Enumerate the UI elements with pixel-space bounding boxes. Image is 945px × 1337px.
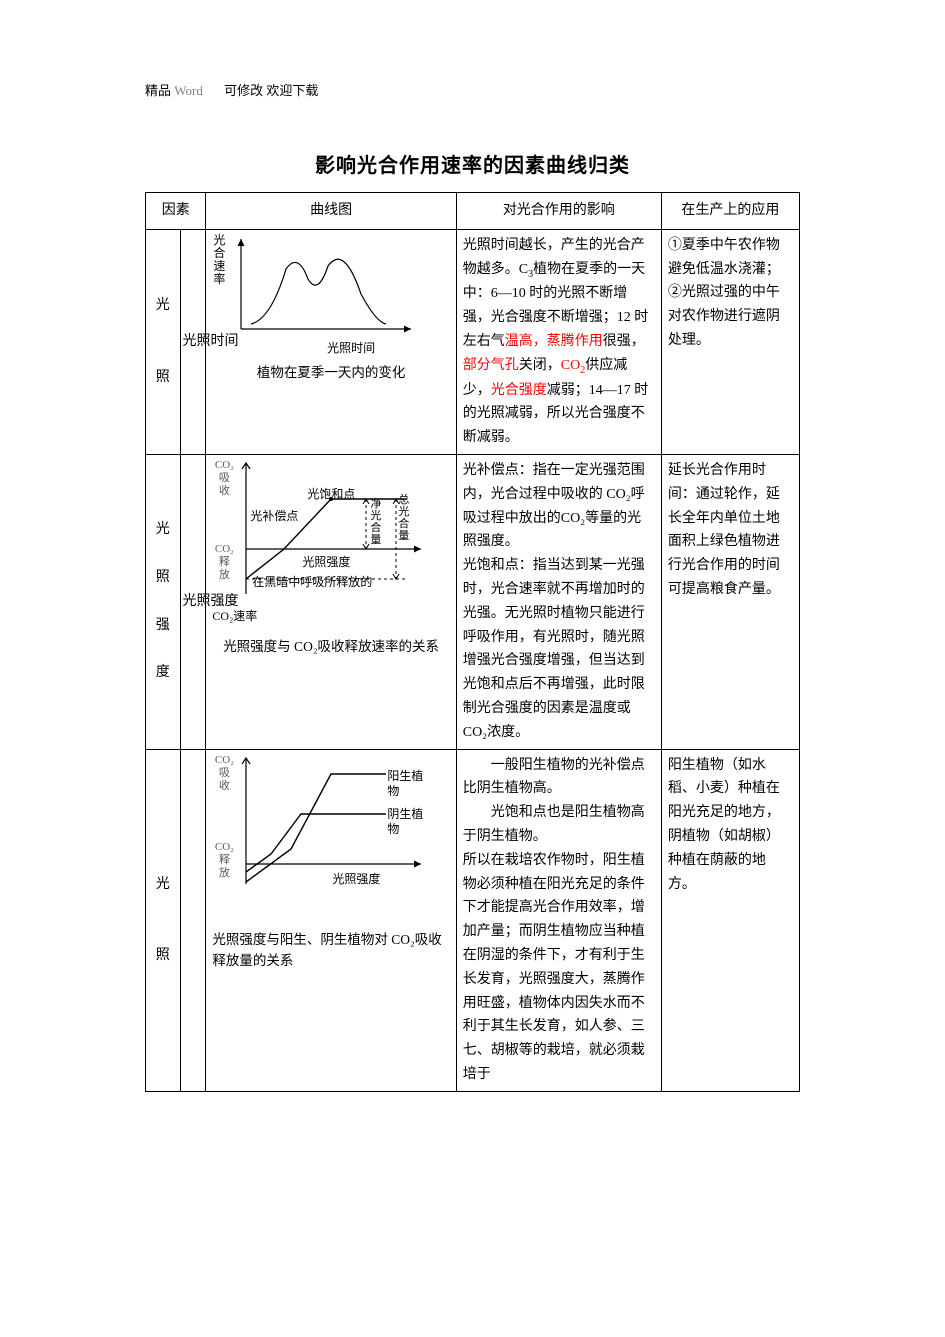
chart2-netlabel: 净光合量 bbox=[370, 498, 382, 546]
chart2-complabel: 光补偿点 bbox=[250, 506, 298, 526]
chart-cell-1: 光合速率 光照时间 植物在夏季一天内的变化 bbox=[206, 229, 456, 454]
chart3-xlabel: 光照强度 bbox=[332, 869, 380, 889]
effect3-p1: 一般阳生植物的光补偿点比阴生植物高。 bbox=[463, 754, 655, 802]
table-header-row: 因素 曲线图 对光合作用的影响 在生产上的应用 bbox=[146, 193, 800, 230]
chart1-ylabel: 光合速率 bbox=[212, 234, 226, 287]
page-title: 影响光合作用速率的因素曲线归类 bbox=[145, 149, 800, 178]
chart3-line2: 阴生植物 bbox=[387, 807, 427, 838]
main-table: 因素 曲线图 对光合作用的影响 在生产上的应用 光 照 光照时间 光合速率 bbox=[145, 192, 800, 1092]
table-row: 光 照 强 度 光照强度 CO₂ 吸 收 CO₂ 释 放 bbox=[146, 454, 800, 749]
factor-main-3: 光 照 bbox=[146, 749, 181, 1091]
chart3-ybot: CO₂ 释 放 bbox=[212, 841, 236, 881]
header-jingpin: 精品 bbox=[145, 83, 171, 98]
effect3-rest: 所以在栽培农作物时，阳生植物必须种植在阳光充足的条件下才能提高光合作用效率，增加… bbox=[463, 849, 655, 1087]
chart2-belowlabel2: CO₂速率 bbox=[212, 606, 449, 626]
doc-header: 精品 Word 可修改 欢迎下载 bbox=[145, 80, 800, 99]
app-cell-2: 延长光合作用时间：通过轮作，延长全年内单位土地面积上绿色植物进行光合作用的时间可… bbox=[661, 454, 799, 749]
chart2-caption: 光照强度与 CO₂吸收释放速率的关系 bbox=[212, 636, 449, 658]
col-factor: 因素 bbox=[146, 193, 206, 230]
chart1-caption: 植物在夏季一天内的变化 bbox=[212, 362, 449, 384]
effect3-p2: 光饱和点也是阳生植物高于阴生植物。 bbox=[463, 801, 655, 849]
chart2-ytop: CO₂ 吸 收 bbox=[212, 459, 236, 499]
chart3-ytop: CO₂ 吸 收 bbox=[212, 754, 236, 794]
chart-cell-2: CO₂ 吸 收 CO₂ 释 放 bbox=[206, 454, 456, 749]
col-effect: 对光合作用的影响 bbox=[456, 193, 661, 230]
factor-sub-1: 光照时间 bbox=[180, 229, 206, 454]
factor-sub-3 bbox=[180, 749, 206, 1091]
table-row: 光 照 光照时间 光合速率 光照时间 植物在夏季一天内的变化 bbox=[146, 229, 800, 454]
col-app: 在生产上的应用 bbox=[661, 193, 799, 230]
chart2-ybot: CO₂ 释 放 bbox=[212, 543, 236, 583]
factor-main-2: 光 照 强 度 bbox=[146, 454, 181, 749]
effect-cell-3: 一般阳生植物的光补偿点比阴生植物高。 光饱和点也是阳生植物高于阴生植物。 所以在… bbox=[456, 749, 661, 1091]
chart2-belowlabel: 在黑暗中呼吸所释放的 bbox=[252, 572, 372, 592]
col-chart: 曲线图 bbox=[206, 193, 456, 230]
chart2-grosslabel: 总光合量 bbox=[398, 494, 410, 542]
effect-cell-1: 光照时间越长，产生的光合产物越多。C3植物在夏季的一天中：6—10 时的光照不断… bbox=[456, 229, 661, 454]
chart2-satlabel: 光饱和点 bbox=[307, 484, 355, 504]
chart-cell-3: CO₂ 吸 收 CO₂ 释 放 bbox=[206, 749, 456, 1091]
chart2-xlabel: 光照强度 bbox=[302, 552, 350, 572]
factor-sub-2: 光照强度 bbox=[180, 454, 206, 749]
app-cell-3: 阳生植物（如水稻、小麦）种植在阳光充足的地方，阴植物（如胡椒）种植在荫蔽的地方。 bbox=[661, 749, 799, 1091]
factor-main-1: 光 照 bbox=[146, 229, 181, 454]
chart1-svg bbox=[226, 234, 426, 344]
app-cell-1: ①夏季中午农作物避免低温水浇灌； ②光照过强的中午对农作物进行遮阴处理。 bbox=[661, 229, 799, 454]
chart3-line1: 阳生植物 bbox=[387, 769, 427, 800]
effect-cell-2: 光补偿点：指在一定光强范围内，光合过程中吸收的 CO₂呼吸过程中放出的CO₂等量… bbox=[456, 454, 661, 749]
chart3-caption: 光照强度与阳生、阴生植物对 CO₂吸收释放量的关系 bbox=[212, 929, 449, 972]
header-word: Word bbox=[174, 83, 203, 98]
header-rest: 可修改 欢迎下载 bbox=[224, 83, 318, 98]
table-row: 光 照 CO₂ 吸 收 CO₂ 释 放 bbox=[146, 749, 800, 1091]
